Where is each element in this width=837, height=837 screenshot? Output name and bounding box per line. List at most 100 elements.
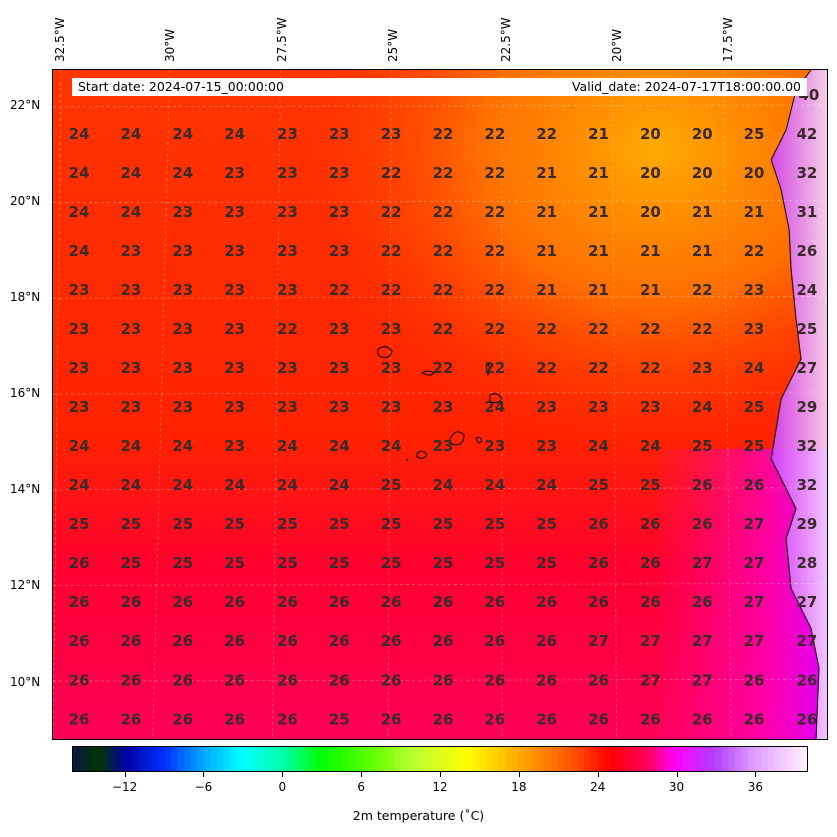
grid-value: 23: [329, 359, 350, 377]
grid-value: 22: [381, 281, 402, 299]
grid-value: 26: [536, 632, 557, 650]
colorbar-segment: [793, 747, 802, 771]
grid-value: 23: [744, 320, 765, 338]
latitude-label: 10°N: [10, 675, 41, 689]
colorbar-segment: [610, 747, 618, 771]
grid-value: 23: [121, 359, 142, 377]
grid-value: 26: [69, 632, 90, 650]
colorbar-segment: [656, 747, 664, 771]
grid-value: 26: [329, 671, 350, 689]
grid-value: 22: [484, 203, 505, 221]
colorbar-segment: [256, 747, 264, 771]
grid-value: 25: [69, 515, 90, 533]
colorbar-segment: [92, 747, 100, 771]
colorbar-segment: [728, 747, 736, 771]
colorbar-segment: [767, 747, 775, 771]
colorbar-label: 2m temperature (˚C): [352, 808, 485, 823]
grid-value: 26: [484, 710, 505, 728]
colorbar-segment: [531, 747, 539, 771]
grid-value: 24: [121, 125, 142, 143]
grid-value: 25: [172, 515, 193, 533]
colorbar-tick: [755, 772, 757, 777]
grid-value: 22: [484, 164, 505, 182]
grid-value: 21: [536, 164, 557, 182]
grid-value: 25: [224, 515, 245, 533]
grid-value: 26: [433, 593, 454, 611]
grid-value: 29: [797, 515, 818, 533]
grid-value: 27: [797, 593, 818, 611]
colorbar-segment: [466, 747, 474, 771]
grid-value: 23: [224, 242, 245, 260]
grid-value: 22: [692, 281, 713, 299]
grid-value: 24: [640, 437, 661, 455]
colorbar-segment: [361, 747, 369, 771]
colorbar-segment: [433, 747, 441, 771]
grid-value: 24: [69, 437, 90, 455]
grid-value: 22: [433, 281, 454, 299]
colorbar-segment: [217, 747, 225, 771]
colorbar-segment: [544, 747, 553, 771]
colorbar-segment: [335, 747, 343, 771]
colorbar-tick-label: −12: [111, 780, 138, 794]
colorbar-segment: [485, 747, 494, 771]
grid-value: 23: [172, 398, 193, 416]
start-date-label: Start date: 2024-07-15_00:00:00: [72, 78, 542, 96]
grid-value: 23: [588, 398, 609, 416]
grid-value: 22: [433, 242, 454, 260]
grid-value: 26: [640, 710, 661, 728]
grid-value: 27: [640, 632, 661, 650]
colorbar-segment: [131, 747, 140, 771]
grid-value: 24: [121, 476, 142, 494]
grid-value: 23: [381, 398, 402, 416]
longitude-label: 22.5°W: [499, 17, 513, 62]
grid-value: 22: [484, 281, 505, 299]
grid-value: 26: [640, 593, 661, 611]
grid-value: 23: [69, 359, 90, 377]
colorbar-segment: [184, 747, 192, 771]
grid-value: 23: [224, 398, 245, 416]
grid-value: 26: [381, 671, 402, 689]
grid-value: 25: [381, 515, 402, 533]
colorbar-segment: [118, 747, 127, 771]
grid-value: 25: [744, 437, 765, 455]
grid-value: 24: [536, 476, 557, 494]
grid-value: 24: [172, 125, 193, 143]
grid-value: 32: [797, 164, 818, 182]
colorbar-segment: [453, 747, 461, 771]
colorbar-segment: [400, 747, 408, 771]
grid-value: 26: [277, 671, 298, 689]
grid-value: 25: [797, 320, 818, 338]
grid-value: 32: [797, 476, 818, 494]
longitude-label: 30°W: [163, 28, 177, 62]
grid-value: 26: [588, 710, 609, 728]
grid-value: 26: [224, 593, 245, 611]
grid-value: 22: [433, 164, 454, 182]
grid-value: 26: [744, 476, 765, 494]
grid-value: 20: [640, 125, 661, 143]
grid-value: 23: [329, 320, 350, 338]
grid-value: 22: [381, 164, 402, 182]
grid-value: 21: [692, 203, 713, 221]
colorbar-segment: [695, 747, 703, 771]
longitude-label: 25°W: [386, 28, 400, 62]
grid-value: 22: [433, 359, 454, 377]
grid-value: 26: [433, 671, 454, 689]
colorbar-segment: [721, 747, 729, 771]
colorbar: [72, 746, 808, 772]
grid-value: 26: [744, 671, 765, 689]
latitude-label: 16°N: [10, 386, 41, 400]
grid-value: 26: [536, 671, 557, 689]
grid-value: 23: [744, 281, 765, 299]
grid-value: 27: [744, 515, 765, 533]
grid-value: 26: [277, 632, 298, 650]
grid-value: 22: [588, 320, 609, 338]
grid-value: 21: [536, 242, 557, 260]
colorbar-segment: [73, 747, 81, 771]
grid-value: 31: [797, 203, 818, 221]
colorbar-segment: [105, 747, 113, 771]
colorbar-segment: [800, 747, 807, 771]
grid-value: 25: [329, 710, 350, 728]
grid-value: 26: [224, 710, 245, 728]
grid-value: 22: [484, 242, 505, 260]
grid-value: 25: [484, 554, 505, 572]
